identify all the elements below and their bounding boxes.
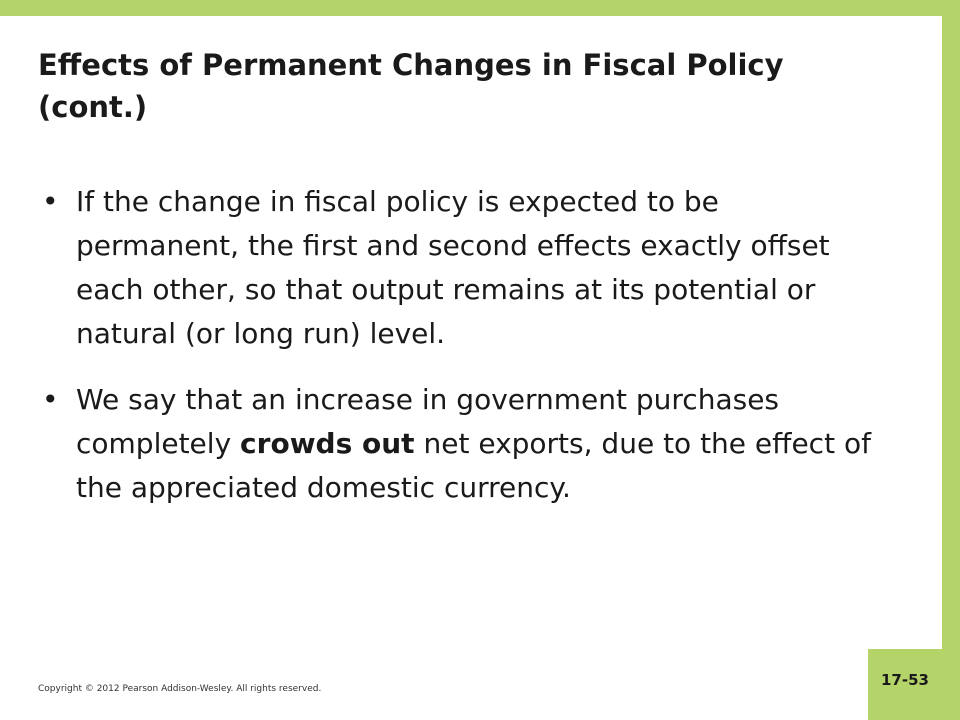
bullet-item: • We say that an increase in government … <box>38 378 888 510</box>
copyright-notice: Copyright © 2012 Pearson Addison-Wesley.… <box>38 684 322 694</box>
slide-number: 17-53 <box>881 671 929 689</box>
bullet-dot-icon: • <box>42 383 59 416</box>
bullet-text-after: net exports, due to the effect of the ap… <box>76 427 871 504</box>
bullet-text-before: We say that an increase in government pu… <box>76 383 780 460</box>
right-accent-bar <box>942 0 960 720</box>
bullet-list: • If the change in fiscal policy is expe… <box>38 180 888 532</box>
bullet-bold-term: crowds out <box>240 427 415 460</box>
bullet-item: • If the change in fiscal policy is expe… <box>38 180 888 356</box>
bullet-dot-icon: • <box>42 185 59 218</box>
bullet-text: If the change in fiscal policy is expect… <box>76 185 830 350</box>
slide-title: Effects of Permanent Changes in Fiscal P… <box>38 48 784 124</box>
top-accent-bar <box>0 0 960 16</box>
slide-number-box <box>868 649 960 720</box>
